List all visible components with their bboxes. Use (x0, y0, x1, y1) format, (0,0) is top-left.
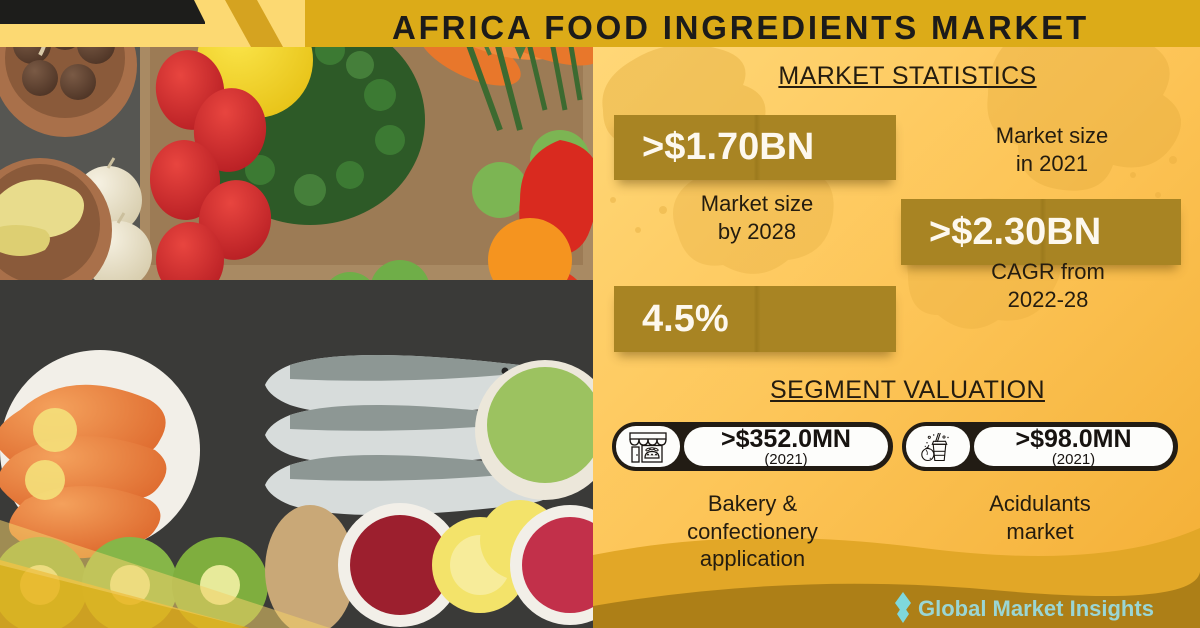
svg-text:Global Market Insights: Global Market Insights (918, 596, 1154, 621)
